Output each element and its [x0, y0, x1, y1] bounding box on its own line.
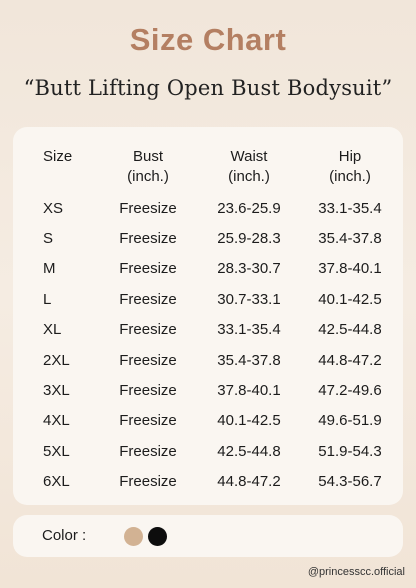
size-cell: 5XL — [43, 442, 70, 460]
bust-cell: Freesize — [119, 473, 177, 491]
hip-cell: 37.8-40.1 — [318, 260, 382, 278]
table-row: 6XL Freesize 44.8-47.2 54.3-56.7 — [13, 467, 403, 497]
size-cell: L — [43, 290, 52, 308]
bust-cell: Freesize — [119, 321, 177, 339]
bust-cell: Freesize — [119, 260, 177, 278]
size-cell: 3XL — [43, 382, 70, 400]
size-table: Size Bust (inch.) Waist (inch.) Hip (inc… — [13, 143, 403, 497]
bust-cell: Freesize — [119, 351, 177, 369]
table-header-row: Size Bust (inch.) Waist (inch.) Hip (inc… — [13, 143, 403, 193]
header-unit: (inch.) — [228, 168, 270, 185]
hip-cell: 35.4-37.8 — [318, 230, 382, 248]
header-unit: (inch.) — [127, 168, 169, 185]
size-cell: 2XL — [43, 351, 70, 369]
hip-cell: 54.3-56.7 — [318, 473, 382, 491]
table-row: 5XL Freesize 42.5-44.8 51.9-54.3 — [13, 436, 403, 466]
table-row: 4XL Freesize 40.1-42.5 49.6-51.9 — [13, 406, 403, 436]
waist-cell: 30.7-33.1 — [217, 290, 281, 308]
bust-cell: Freesize — [119, 290, 177, 308]
waist-cell: 37.8-40.1 — [217, 382, 281, 400]
color-label: Color : — [42, 527, 87, 544]
table-row: 2XL Freesize 35.4-37.8 44.8-47.2 — [13, 345, 403, 375]
brand-handle: @princesscc.official — [307, 566, 405, 578]
table-row: XL Freesize 33.1-35.4 42.5-44.8 — [13, 315, 403, 345]
size-table-card: Size Bust (inch.) Waist (inch.) Hip (inc… — [13, 127, 403, 505]
hip-cell: 49.6-51.9 — [318, 412, 382, 430]
waist-cell: 40.1-42.5 — [217, 412, 281, 430]
size-cell: XS — [43, 199, 64, 217]
header-hip: Hip (inch.) — [297, 143, 403, 193]
bust-cell: Freesize — [119, 199, 177, 217]
bust-cell: Freesize — [119, 412, 177, 430]
product-name: “Butt Lifting Open Bust Bodysuit” — [23, 76, 393, 100]
header-label: Bust — [132, 148, 163, 165]
color-swatch-black[interactable] — [148, 527, 167, 546]
size-cell: 6XL — [43, 473, 70, 491]
header-size: Size — [13, 143, 95, 193]
header-waist: Waist (inch.) — [201, 143, 297, 193]
color-options: Color : — [13, 515, 403, 557]
header-bust: Bust (inch.) — [95, 143, 201, 193]
table-row: XS Freesize 23.6-25.9 33.1-35.4 — [13, 193, 403, 223]
waist-cell: 23.6-25.9 — [217, 199, 281, 217]
table-row: M Freesize 28.3-30.7 37.8-40.1 — [13, 254, 403, 284]
table-row: L Freesize 30.7-33.1 40.1-42.5 — [13, 284, 403, 314]
header-label: Size — [43, 148, 73, 165]
hip-cell: 44.8-47.2 — [318, 351, 382, 369]
color-swatch-nude[interactable] — [124, 527, 143, 546]
size-cell: S — [43, 230, 54, 248]
waist-cell: 44.8-47.2 — [217, 473, 281, 491]
header-unit: (inch.) — [329, 168, 371, 185]
bust-cell: Freesize — [119, 382, 177, 400]
hip-cell: 33.1-35.4 — [318, 199, 382, 217]
size-cell: 4XL — [43, 412, 70, 430]
size-cell: M — [43, 260, 56, 278]
page-title: Size Chart — [129, 22, 287, 57]
hip-cell: 51.9-54.3 — [318, 442, 382, 460]
bust-cell: Freesize — [119, 230, 177, 248]
waist-cell: 33.1-35.4 — [217, 321, 281, 339]
table-row: S Freesize 25.9-28.3 35.4-37.8 — [13, 223, 403, 253]
size-cell: XL — [43, 321, 62, 339]
hip-cell: 47.2-49.6 — [318, 382, 382, 400]
table-body: XS Freesize 23.6-25.9 33.1-35.4 S Freesize 25.… — [13, 193, 403, 497]
waist-cell: 25.9-28.3 — [217, 230, 281, 248]
table-row: 3XL Freesize 37.8-40.1 47.2-49.6 — [13, 375, 403, 405]
header-label: Hip — [338, 148, 362, 165]
hip-cell: 42.5-44.8 — [318, 321, 382, 339]
waist-cell: 28.3-30.7 — [217, 260, 281, 278]
waist-cell: 42.5-44.8 — [217, 442, 281, 460]
header-label: Waist — [230, 148, 268, 165]
bust-cell: Freesize — [119, 442, 177, 460]
hip-cell: 40.1-42.5 — [318, 290, 382, 308]
waist-cell: 35.4-37.8 — [217, 351, 281, 369]
